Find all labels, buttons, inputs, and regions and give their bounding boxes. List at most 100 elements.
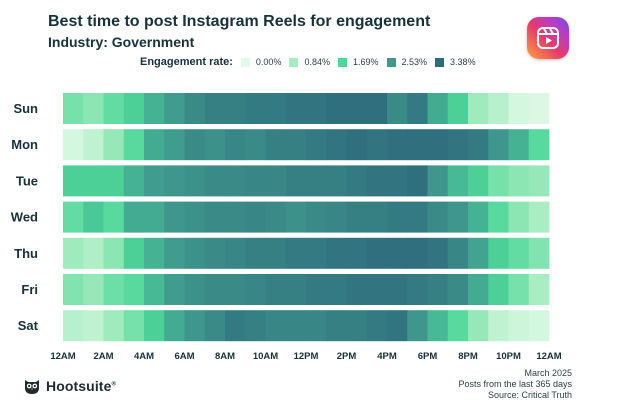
heatmap-cell (63, 129, 84, 161)
heatmap-cell (184, 165, 206, 197)
heatmap-cell (346, 129, 368, 161)
heatmap-cell (123, 201, 145, 233)
heatmap-cell (387, 129, 408, 161)
heatmap-cell (508, 310, 530, 342)
x-tick-label: 12PM (294, 351, 319, 362)
legend-swatch (386, 57, 396, 67)
legend-label: 0.84% (304, 57, 330, 67)
heatmap-cell (528, 93, 550, 124)
heatmap-cell (265, 310, 287, 342)
heatmap-cell (204, 237, 226, 269)
heatmap-cell (488, 274, 509, 305)
heatmap-cell (306, 237, 327, 269)
heatmap-cell (528, 201, 550, 233)
heatmap-cell (245, 237, 266, 269)
heatmap-cell (366, 274, 388, 305)
legend: Engagement rate: 0.00% 0.84% 1.69% 2.53%… (140, 55, 484, 69)
heatmap-cell (245, 310, 266, 342)
heatmap-cell (184, 274, 206, 305)
heatmap-cell (508, 201, 530, 233)
heatmap-cell (488, 201, 509, 233)
heatmap-cell (346, 165, 368, 197)
x-tick-label: 4PM (377, 351, 397, 362)
instagram-reels-icon (527, 17, 569, 59)
heatmap-cell (265, 129, 287, 161)
heatmap-cell (285, 129, 307, 161)
heatmap-cell (123, 237, 145, 269)
heatmap-cell (204, 93, 226, 124)
heatmap-cell (508, 129, 530, 161)
heatmap-cell (306, 93, 327, 124)
legend-item: 2.53% (386, 57, 428, 67)
heatmap-cell (285, 165, 307, 197)
heatmap-cell (164, 310, 185, 342)
heatmap-cell (346, 201, 368, 233)
heatmap-cell (468, 93, 489, 124)
heatmap-cell (447, 201, 469, 233)
heatmap-cell (346, 274, 368, 305)
heatmap-cell (184, 310, 206, 342)
heatmap-cell (488, 310, 509, 342)
heatmap-cell (103, 93, 125, 124)
heatmap-cell (508, 274, 530, 305)
heatmap-cell (103, 129, 125, 161)
row-label-sat: Sat (18, 318, 39, 333)
heatmap-cell (285, 274, 307, 305)
legend-label: 2.53% (401, 57, 428, 67)
heatmap-cell (427, 93, 449, 124)
heatmap-cell (387, 165, 408, 197)
heatmap-cell (245, 129, 266, 161)
heatmap-cell (528, 129, 550, 161)
heatmap-cell (468, 310, 489, 342)
heatmap-cell (144, 274, 165, 305)
heatmap-cell (427, 237, 449, 269)
row-label-tue: Tue (16, 173, 38, 188)
heatmap-cell (164, 165, 185, 197)
heatmap-cell (407, 165, 428, 197)
heatmap-cell (184, 201, 206, 233)
legend-item: 3.38% (435, 57, 476, 67)
heatmap-cell (326, 237, 347, 269)
heatmap-cell (204, 165, 226, 197)
row-label-fri: Fri (21, 282, 38, 297)
heatmap-cell (387, 274, 408, 305)
x-tick-label: 10PM (496, 351, 521, 362)
x-tick-label: 4AM (134, 351, 154, 362)
heatmap-cell (366, 93, 388, 124)
heatmap-cell (285, 93, 307, 124)
heatmap-cell (306, 129, 327, 161)
footer-period: Posts from the last 365 days (458, 379, 572, 389)
x-tick-label: 8PM (458, 351, 478, 362)
heatmap-cell (285, 310, 307, 342)
row-label-thu: Thu (14, 246, 38, 261)
footer-date: March 2025 (524, 368, 572, 378)
heatmap-cell (387, 310, 408, 342)
heatmap-cell (184, 93, 206, 124)
heatmap-cell (123, 93, 145, 124)
heatmap-cell (407, 201, 428, 233)
heatmap-cell (326, 310, 347, 342)
heatmap-cell (468, 129, 489, 161)
heatmap-cell (245, 274, 266, 305)
heatmap-cell (346, 93, 368, 124)
heatmap-cell (468, 237, 489, 269)
heatmap-cell (407, 310, 428, 342)
heatmap-cell (346, 237, 368, 269)
heatmap-cell (265, 201, 287, 233)
x-tick-label: 12AM (536, 351, 561, 362)
heatmap-cell (447, 274, 469, 305)
heatmap-cell (83, 310, 104, 342)
heatmap-cell (265, 93, 287, 124)
heatmap-cell (225, 310, 246, 342)
heatmap-cell (204, 129, 226, 161)
heatmap-cell (528, 165, 550, 197)
heatmap-cell (366, 129, 388, 161)
legend-swatch (240, 57, 250, 67)
heatmap-cell (245, 201, 266, 233)
legend-label: 3.38% (450, 57, 476, 67)
heatmap-cell (144, 310, 165, 342)
heatmap-cell (83, 165, 104, 197)
row-label-wed: Wed (11, 210, 38, 225)
heatmap-cell (265, 165, 287, 197)
